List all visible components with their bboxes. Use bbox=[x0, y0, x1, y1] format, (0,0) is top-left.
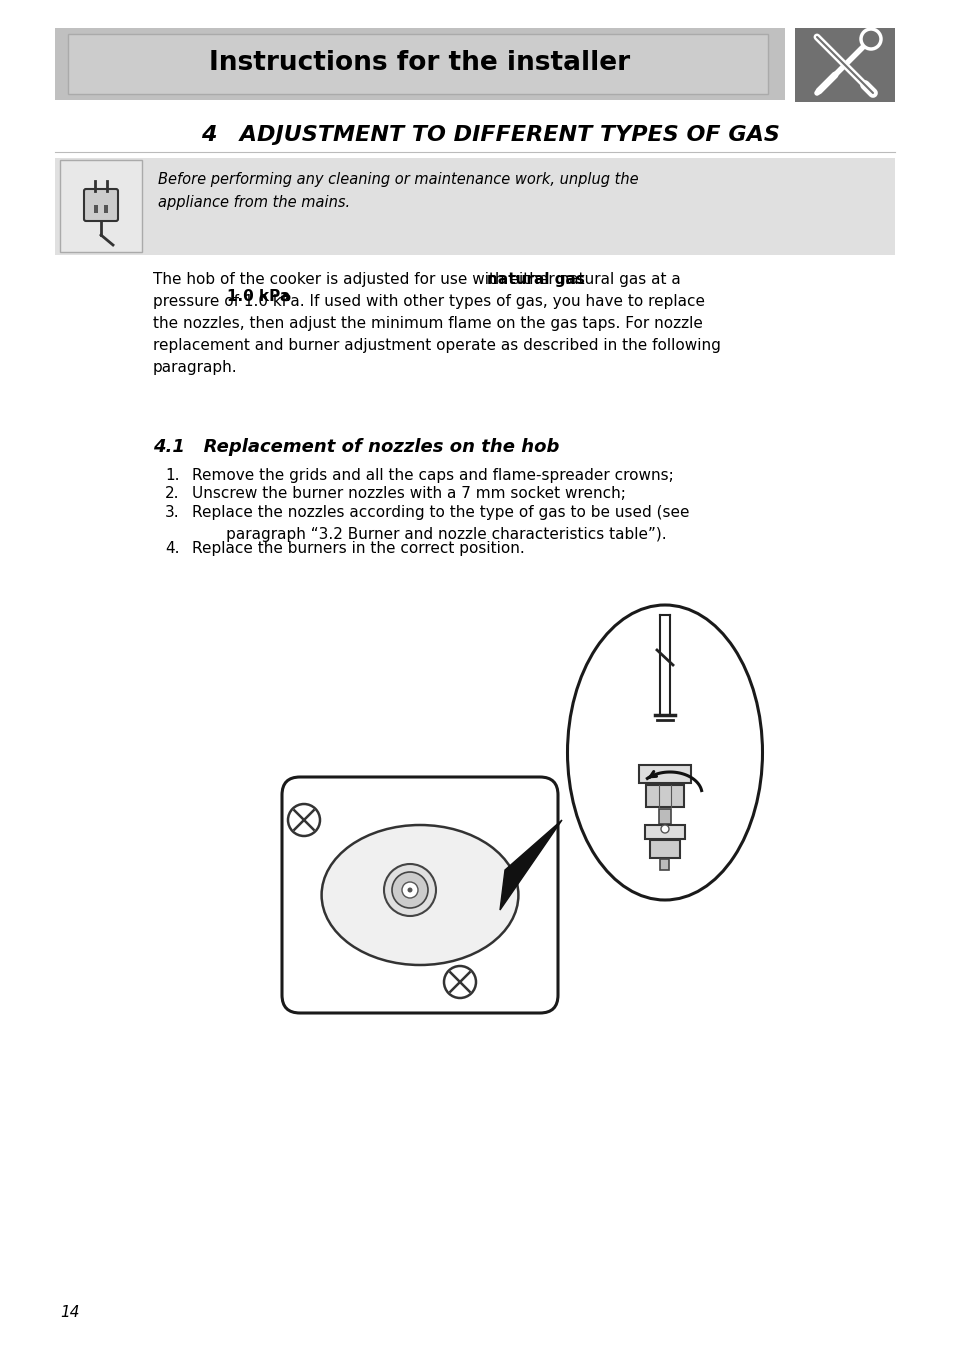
FancyBboxPatch shape bbox=[68, 34, 767, 95]
Circle shape bbox=[660, 825, 668, 833]
Text: 4   ADJUSTMENT TO DIFFERENT TYPES OF GAS: 4 ADJUSTMENT TO DIFFERENT TYPES OF GAS bbox=[200, 124, 779, 145]
FancyBboxPatch shape bbox=[84, 189, 118, 220]
Text: 1.: 1. bbox=[165, 468, 179, 483]
Polygon shape bbox=[499, 821, 561, 910]
FancyBboxPatch shape bbox=[644, 825, 684, 840]
FancyBboxPatch shape bbox=[282, 777, 558, 1013]
FancyBboxPatch shape bbox=[639, 765, 690, 783]
Circle shape bbox=[407, 887, 412, 892]
Text: 3.: 3. bbox=[165, 506, 179, 521]
Circle shape bbox=[401, 882, 417, 898]
Text: Instructions for the installer: Instructions for the installer bbox=[210, 50, 630, 76]
FancyBboxPatch shape bbox=[659, 808, 670, 823]
Text: The hob of the cooker is adjusted for use with either natural gas at a
pressure : The hob of the cooker is adjusted for us… bbox=[152, 272, 720, 375]
Text: 14: 14 bbox=[60, 1305, 79, 1320]
FancyBboxPatch shape bbox=[659, 859, 669, 869]
FancyBboxPatch shape bbox=[645, 786, 683, 807]
Text: appliance from the mains.: appliance from the mains. bbox=[158, 195, 350, 210]
Text: 1.0 kPa: 1.0 kPa bbox=[227, 289, 290, 304]
FancyBboxPatch shape bbox=[649, 840, 679, 859]
Ellipse shape bbox=[321, 825, 517, 965]
Circle shape bbox=[384, 864, 436, 917]
FancyBboxPatch shape bbox=[94, 206, 98, 214]
Text: Remove the grids and all the caps and flame-spreader crowns;: Remove the grids and all the caps and fl… bbox=[192, 468, 673, 483]
Text: 2.: 2. bbox=[165, 487, 179, 502]
Text: Unscrew the burner nozzles with a 7 mm socket wrench;: Unscrew the burner nozzles with a 7 mm s… bbox=[192, 487, 625, 502]
Text: Replace the nozzles according to the type of gas to be used (see
       paragrap: Replace the nozzles according to the typ… bbox=[192, 506, 689, 542]
Text: Before performing any cleaning or maintenance work, unplug the: Before performing any cleaning or mainte… bbox=[158, 172, 638, 187]
FancyBboxPatch shape bbox=[55, 28, 784, 100]
FancyBboxPatch shape bbox=[55, 158, 894, 256]
Circle shape bbox=[288, 804, 319, 836]
Text: 4.1   Replacement of nozzles on the hob: 4.1 Replacement of nozzles on the hob bbox=[152, 438, 558, 456]
Circle shape bbox=[392, 872, 428, 909]
Circle shape bbox=[443, 965, 476, 998]
FancyBboxPatch shape bbox=[794, 28, 894, 101]
Text: Replace the burners in the correct position.: Replace the burners in the correct posit… bbox=[192, 541, 524, 556]
Ellipse shape bbox=[567, 604, 761, 900]
Text: 4.: 4. bbox=[165, 541, 179, 556]
Circle shape bbox=[861, 28, 880, 49]
FancyBboxPatch shape bbox=[60, 160, 142, 251]
Text: natural gas: natural gas bbox=[486, 272, 584, 287]
FancyBboxPatch shape bbox=[104, 206, 108, 214]
